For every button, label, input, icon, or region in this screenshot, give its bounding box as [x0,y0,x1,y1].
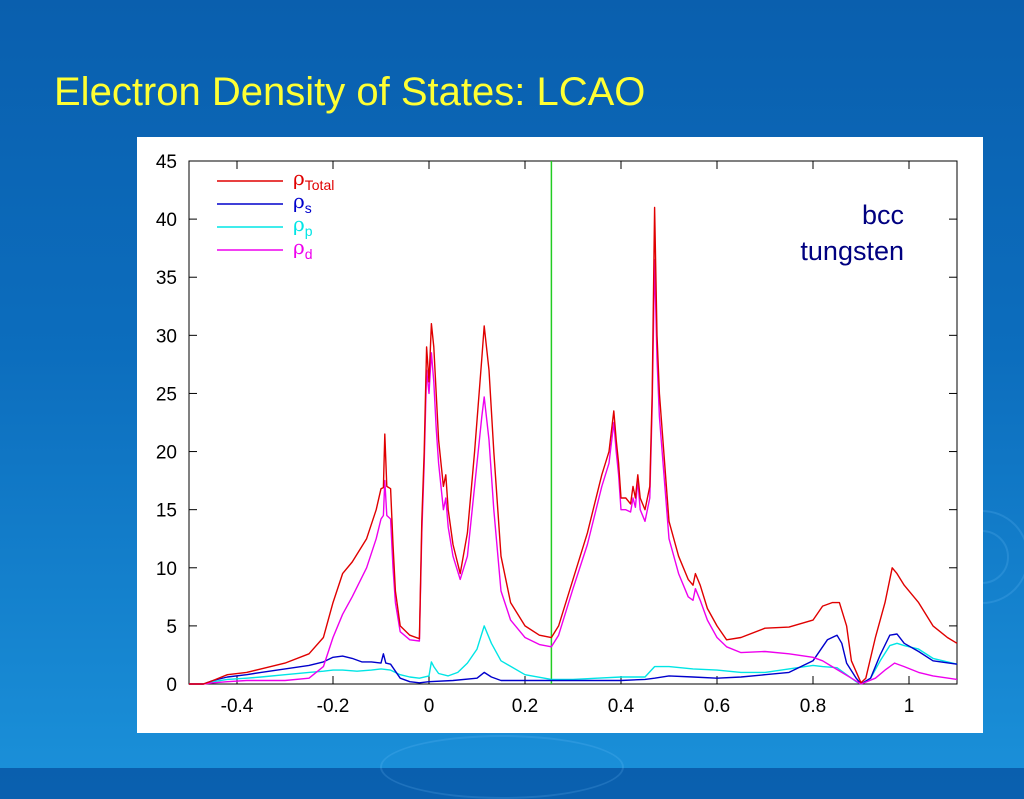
y-tick-label: 5 [166,617,177,638]
x-tick-label: -0.2 [317,696,350,717]
series-line-s [189,633,958,685]
annotation: bcc tungsten [800,200,904,266]
x-tick-label: -0.4 [221,696,254,717]
legend-entry: ρs [293,189,312,216]
x-tick-label: 0.4 [608,696,635,717]
y-tick-label: 20 [156,443,177,464]
legend-symbol: ρ [293,235,305,259]
y-tick-label: 35 [156,268,177,289]
y-tick-label: 10 [156,559,177,580]
x-tick-label: 1 [904,696,915,717]
background-ripple [380,735,624,799]
legend-entry: ρp [293,212,313,239]
series-lines [189,206,958,685]
legend-symbol: ρ [293,166,305,190]
y-tick-label: 40 [156,210,177,231]
y-tick-label: 30 [156,326,177,347]
slide-title: Electron Density of States: LCAO [54,70,646,114]
x-tick-label: 0.2 [512,696,538,717]
series-line-total [189,206,958,685]
legend-symbol: ρ [293,212,305,236]
legend-subscript: d [305,246,313,262]
dos-chart: -0.4 -0.2 0 0.2 0.4 0.6 0.8 1051015202530354045… [156,152,958,717]
series-line-d [189,259,958,685]
x-tick-label: 0.6 [704,696,730,717]
legend-symbol: ρ [293,189,305,213]
plot-panel: -0.4 -0.2 0 0.2 0.4 0.6 0.8 1 0 5 10 15 20 25 30 35 40 45… [137,137,983,733]
annotation-line: bcc [862,200,904,230]
y-tick-label: 25 [156,384,177,405]
legend-subscript: Total [305,177,335,193]
legend-entry: ρd [293,235,313,262]
x-tick-label: 0 [424,696,435,717]
y-tick-label: 15 [156,501,177,522]
legend-subscript: p [305,223,313,239]
legend-entry: ρTotal [293,166,334,193]
legend-subscript: s [305,200,312,216]
y-tick-label: 45 [156,152,177,173]
x-tick-label: 0.8 [800,696,826,717]
annotation-line: tungsten [800,236,904,266]
y-tick-label: 0 [166,675,177,696]
plot-frame [188,160,958,685]
